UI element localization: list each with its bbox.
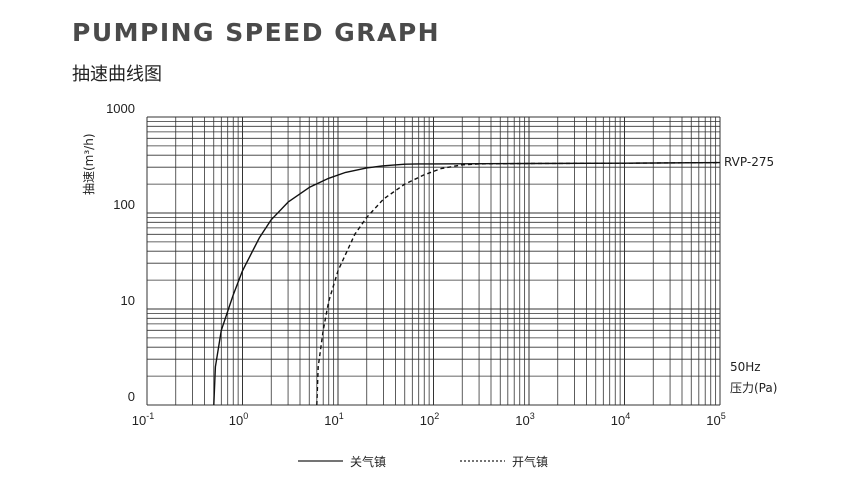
y-axis-label: 抽速(m³/h) xyxy=(82,133,96,195)
x-tick-label: 100 xyxy=(229,411,248,428)
frequency-label: 50Hz xyxy=(730,360,761,374)
series-label-rvp275: RVP-275 xyxy=(724,155,774,169)
page-subtitle: 抽速曲线图 xyxy=(72,64,162,85)
chart-grid xyxy=(146,116,721,406)
legend-label-open: 开气镇 xyxy=(512,454,548,469)
x-axis-label: 压力(Pa) xyxy=(730,381,777,395)
x-tick-label: 103 xyxy=(515,411,534,428)
x-tick-labels: 10-1 100 101 102 103 104 105 xyxy=(132,411,726,428)
x-tick-label: 105 xyxy=(706,411,725,428)
series-line-solid xyxy=(213,161,721,406)
chart-series xyxy=(213,161,721,406)
legend-label-closed: 关气镇 xyxy=(350,454,386,469)
y-tick-label: 0 xyxy=(128,389,135,404)
series-line-dashed xyxy=(316,161,721,406)
x-tick-label: 104 xyxy=(611,411,630,428)
y-tick-label: 10 xyxy=(121,293,135,308)
y-tick-label: 1000 xyxy=(106,101,135,116)
x-tick-label: 101 xyxy=(324,411,343,428)
page-title: PUMPING SPEED GRAPH xyxy=(72,18,441,47)
x-tick-label: 10-1 xyxy=(132,411,154,428)
x-tick-label: 102 xyxy=(420,411,439,428)
legend: 关气镇 开气镇 xyxy=(298,454,548,469)
y-tick-label: 100 xyxy=(113,197,135,212)
y-tick-labels: 0 10 100 1000 xyxy=(106,101,135,404)
